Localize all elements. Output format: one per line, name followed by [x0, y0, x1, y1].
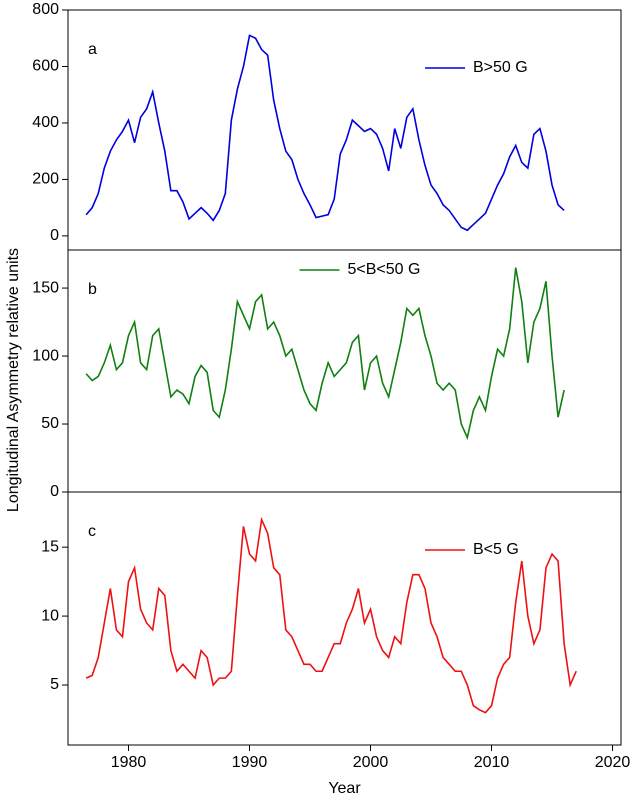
- y-tick-label: 15: [41, 538, 59, 555]
- y-tick-label: 5: [50, 676, 59, 693]
- data-line: [85, 516, 577, 714]
- x-axis-label: Year: [328, 780, 361, 797]
- y-tick-label: 800: [32, 1, 59, 18]
- legend-label: B<5 G: [473, 541, 519, 558]
- y-tick-label: 50: [41, 415, 59, 432]
- data-line: [85, 267, 565, 441]
- y-tick-label: 150: [32, 279, 59, 296]
- y-tick-label: 0: [50, 483, 59, 500]
- y-tick-label: 200: [32, 171, 59, 188]
- y-axis-label: Longitudinal Asymmetry relative units: [5, 248, 22, 512]
- data-line: [85, 34, 565, 232]
- y-tick-label: 0: [50, 227, 59, 244]
- y-tick-label: 100: [32, 347, 59, 364]
- x-tick-label: 1990: [232, 754, 268, 771]
- x-tick-label: 2000: [353, 754, 389, 771]
- panel-label: c: [88, 523, 96, 540]
- legend-label: 5<B<50 G: [348, 261, 421, 278]
- y-tick-label: 10: [41, 607, 59, 624]
- x-tick-label: 1980: [111, 754, 147, 771]
- y-tick-label: 600: [32, 58, 59, 75]
- panel-label: a: [88, 41, 97, 58]
- panel-frame: [67, 249, 622, 493]
- legend-label: B>50 G: [473, 59, 528, 76]
- x-tick-label: 2010: [474, 754, 510, 771]
- y-tick-label: 400: [32, 114, 59, 131]
- panel-frame: [67, 491, 622, 746]
- panel-label: b: [88, 281, 97, 298]
- x-tick-label: 2020: [595, 754, 631, 771]
